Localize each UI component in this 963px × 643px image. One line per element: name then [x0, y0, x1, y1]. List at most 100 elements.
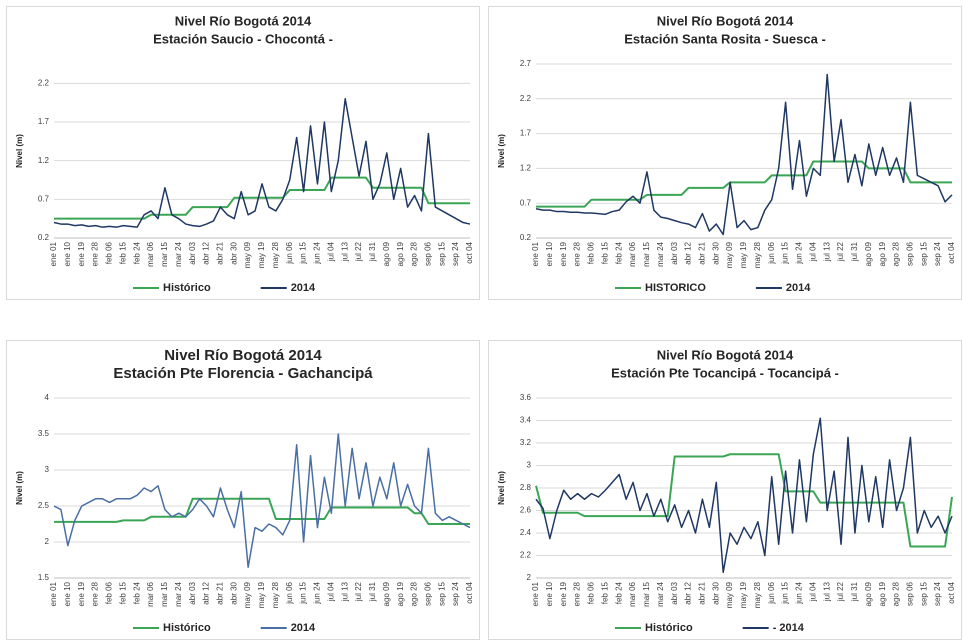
y-tick-label: 1.2: [38, 156, 50, 165]
x-tick-label: may 28: [753, 241, 762, 268]
x-tick-label: jul 22: [354, 241, 363, 262]
y-tick-label: 0.2: [520, 233, 532, 242]
x-tick-label: feb 15: [600, 581, 609, 604]
chart-title: Nivel Río Bogotá 2014: [657, 347, 794, 362]
x-tick-label: abr 12: [202, 581, 211, 604]
x-tick-label: jul 04: [326, 241, 335, 262]
x-tick-label: ene 10: [545, 241, 554, 266]
x-tick-label: mar 24: [174, 581, 183, 606]
y-tick-label: 3.2: [520, 438, 532, 447]
y-tick-label: 3.6: [520, 393, 532, 402]
x-tick-label: jul 31: [368, 241, 377, 262]
x-tick-label: ene 10: [63, 581, 72, 606]
series-line: [535, 417, 953, 574]
x-tick-label: ago 19: [878, 581, 887, 606]
x-tick-label: ago 28: [410, 241, 419, 266]
chart-subtitle: Estación Santa Rosita - Suesca -: [624, 31, 826, 46]
x-tick-label: ene 19: [77, 581, 86, 606]
y-tick-label: 0.7: [520, 198, 532, 207]
x-tick-label: may 19: [739, 241, 748, 268]
panel-border: [6, 6, 480, 300]
x-tick-label: jul 04: [326, 581, 335, 602]
x-tick-label: abr 30: [711, 241, 720, 264]
series-line: [535, 453, 953, 548]
x-tick-label: jun 24: [795, 581, 804, 604]
x-tick-label: mar 24: [656, 241, 665, 266]
x-tick-label: abr 30: [711, 581, 720, 604]
x-tick-label: sep 15: [919, 581, 928, 606]
x-tick-label: mar 06: [628, 241, 637, 266]
x-tick-label: may 09: [725, 241, 734, 268]
legend-label: HISTORICO: [645, 282, 706, 294]
x-tick-label: sep 24: [933, 241, 942, 266]
x-tick-label: jun 06: [767, 241, 776, 264]
y-tick-label: 1.7: [520, 129, 532, 138]
panel-border: [6, 340, 480, 640]
x-tick-label: jun 06: [767, 581, 776, 604]
x-tick-label: abr 03: [670, 581, 679, 604]
x-tick-label: may 09: [243, 241, 252, 268]
x-tick-label: ene 19: [559, 241, 568, 266]
x-tick-label: mar 06: [146, 241, 155, 266]
x-tick-label: jul 31: [368, 581, 377, 602]
legend-label: Histórico: [645, 622, 693, 634]
y-axis-label: Nivel (m): [497, 471, 506, 505]
x-tick-label: may 19: [257, 241, 266, 268]
x-tick-label: ago 28: [892, 581, 901, 606]
y-tick-label: 2.7: [520, 59, 532, 68]
x-tick-label: feb 24: [614, 241, 623, 264]
x-tick-label: jul 04: [808, 581, 817, 602]
x-tick-label: abr 21: [698, 241, 707, 264]
x-tick-label: ene 10: [545, 581, 554, 606]
x-tick-label: ene 28: [573, 241, 582, 266]
y-tick-label: 2.5: [38, 501, 50, 510]
y-tick-label: 3.4: [520, 416, 532, 425]
legend-label: 2014: [291, 622, 316, 634]
x-tick-label: mar 15: [642, 241, 651, 266]
x-tick-label: oct 04: [465, 581, 474, 603]
x-tick-label: abr 12: [684, 581, 693, 604]
x-tick-label: feb 15: [118, 241, 127, 264]
x-tick-label: jun 15: [781, 581, 790, 604]
chart-title: Nivel Río Bogotá 2014: [164, 347, 322, 364]
x-tick-label: ago 09: [864, 241, 873, 266]
x-tick-label: feb 24: [132, 241, 141, 264]
series-line: [536, 160, 952, 208]
x-tick-label: abr 21: [698, 581, 707, 604]
x-tick-label: ago 28: [410, 581, 419, 606]
x-tick-label: feb 15: [600, 241, 609, 264]
x-tick-label: mar 15: [642, 581, 651, 606]
x-tick-label: sep 06: [906, 241, 915, 266]
x-tick-label: ago 09: [382, 581, 391, 606]
y-tick-label: 2: [45, 537, 50, 546]
x-tick-label: ene 01: [531, 581, 540, 606]
chart-subtitle: Estación Saucio - Chocontá -: [153, 31, 333, 46]
chart-subtitle: Estación Pte Tocancipá - Tocancipá -: [611, 365, 839, 380]
x-tick-label: ago 19: [396, 241, 405, 266]
y-tick-label: 2.8: [520, 483, 532, 492]
x-tick-label: oct 04: [947, 581, 956, 603]
x-tick-label: jul 13: [340, 241, 349, 262]
x-tick-label: may 28: [753, 581, 762, 608]
x-tick-label: sep 24: [933, 581, 942, 606]
x-tick-label: feb 24: [132, 581, 141, 604]
panel-border: [488, 6, 962, 300]
x-tick-label: sep 15: [919, 241, 928, 266]
x-tick-label: feb 15: [118, 581, 127, 604]
x-tick-label: may 19: [257, 581, 266, 608]
x-tick-label: jun 15: [299, 241, 308, 264]
legend-label: 2014: [291, 282, 316, 294]
x-tick-label: mar 06: [146, 581, 155, 606]
x-tick-label: jul 13: [340, 581, 349, 602]
x-tick-label: may 28: [271, 581, 280, 608]
x-tick-label: abr 21: [216, 581, 225, 604]
y-tick-label: 0.7: [38, 194, 50, 203]
x-tick-label: jun 15: [781, 241, 790, 264]
y-tick-label: 2.2: [520, 94, 532, 103]
x-tick-label: feb 06: [587, 241, 596, 264]
x-tick-label: abr 03: [188, 581, 197, 604]
y-tick-label: 0.2: [38, 233, 50, 242]
x-tick-label: sep 15: [437, 581, 446, 606]
x-tick-label: feb 06: [105, 581, 114, 604]
